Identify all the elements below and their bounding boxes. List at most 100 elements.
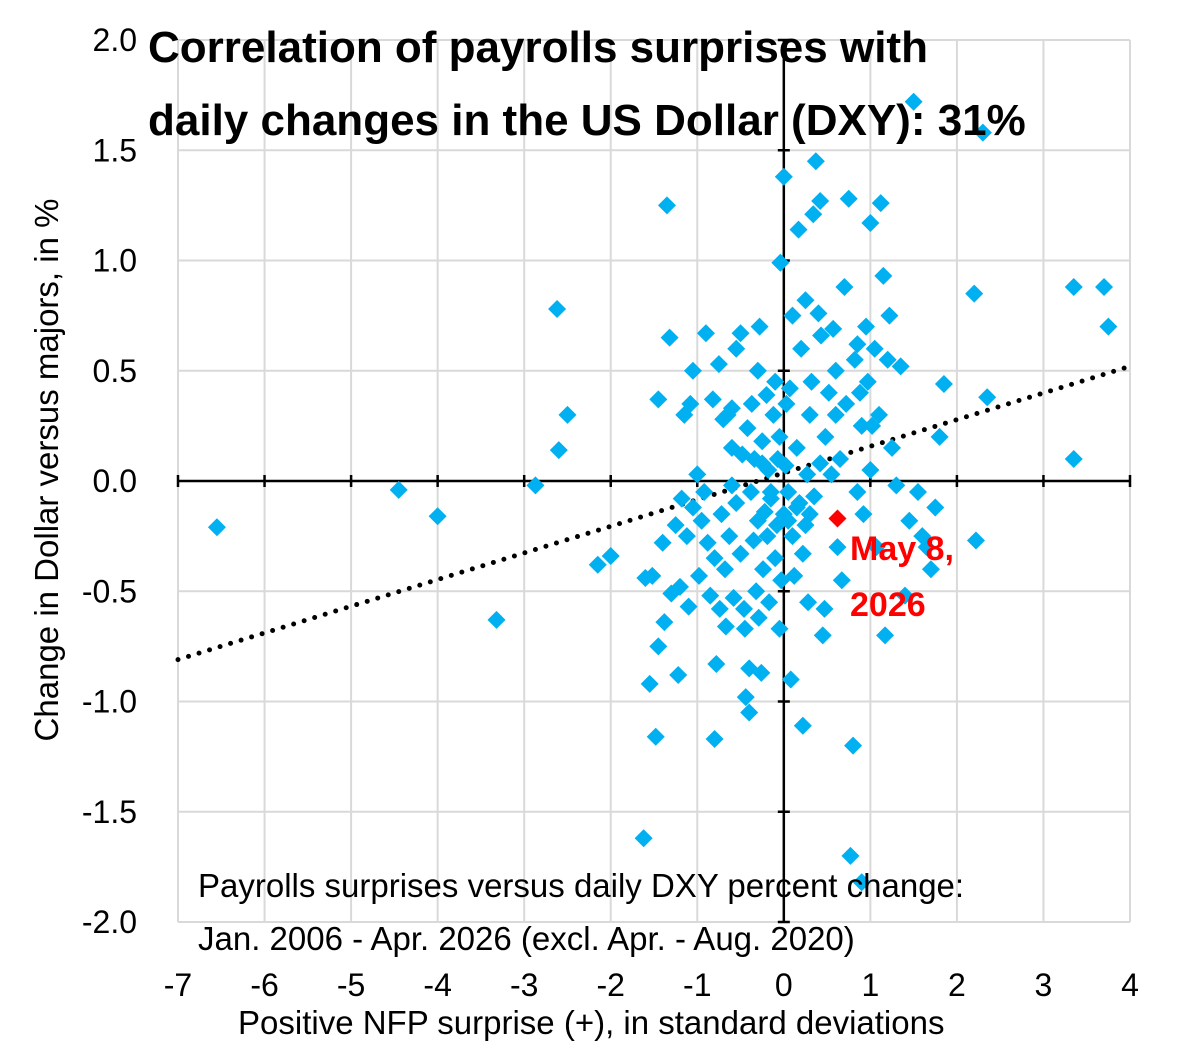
data-point: [908, 483, 927, 502]
data-point: [824, 319, 843, 338]
data-point: [845, 350, 864, 369]
data-point: [688, 465, 707, 484]
data-point: [816, 427, 835, 446]
data-point: [588, 555, 607, 574]
y-tick-label: 1.0: [93, 243, 137, 279]
data-point: [749, 608, 768, 627]
data-point: [811, 191, 830, 210]
data-point: [653, 533, 672, 552]
y-tick-label: -0.5: [82, 573, 137, 609]
data-point: [826, 405, 845, 424]
data-point: [731, 544, 750, 563]
data-point: [796, 291, 815, 310]
data-point: [854, 505, 873, 524]
data-point: [921, 560, 940, 579]
data-point: [722, 438, 741, 457]
y-axis-label: Change in Dollar versus majors, in %: [28, 199, 65, 742]
data-point: [848, 483, 867, 502]
data-point: [779, 511, 798, 530]
data-point: [776, 456, 795, 475]
y-tick-label: -1.5: [82, 794, 137, 830]
data-point: [813, 626, 832, 645]
data-point: [724, 588, 743, 607]
data-point: [683, 498, 702, 517]
data-point: [731, 324, 750, 343]
data-point: [826, 361, 845, 380]
data-point: [707, 655, 726, 674]
trendline: [175, 363, 1133, 663]
data-point: [634, 829, 653, 848]
axes: [176, 38, 1132, 924]
data-point: [712, 505, 731, 524]
chart-title-line1: Correlation of payrolls surprises with: [148, 23, 928, 72]
data-point: [930, 427, 949, 446]
x-tick-label: 2: [948, 967, 966, 1003]
data-point: [716, 617, 735, 636]
data-point: [783, 306, 802, 325]
data-point: [777, 394, 796, 413]
data-point: [720, 527, 739, 546]
data-point: [750, 317, 769, 336]
data-point: [1095, 277, 1114, 296]
data-point: [709, 355, 728, 374]
data-point: [965, 284, 984, 303]
data-point: [861, 460, 880, 479]
y-tick-label: -2.0: [82, 904, 137, 940]
data-point: [692, 511, 711, 530]
x-tick-label: -3: [510, 967, 538, 1003]
data-point: [666, 516, 685, 535]
data-point: [705, 549, 724, 568]
data-point: [207, 518, 226, 537]
data-point: [748, 511, 767, 530]
data-point: [811, 454, 830, 473]
data-point: [880, 306, 899, 325]
highlight-label-line1: May 8,: [850, 530, 954, 568]
data-point: [727, 339, 746, 358]
data-point: [832, 571, 851, 590]
data-point: [883, 438, 901, 457]
data-point: [787, 498, 806, 517]
data-point: [904, 92, 923, 111]
chart-title-line2: daily changes in the US Dollar (DXY): 31…: [148, 96, 1026, 145]
data-point: [804, 205, 823, 224]
data-point: [876, 626, 895, 645]
note-line1: Payrolls surprises versus daily DXY perc…: [198, 867, 964, 904]
data-point: [428, 507, 447, 526]
data-point: [744, 531, 763, 550]
data-point: [878, 350, 897, 369]
data-point: [850, 383, 869, 402]
data-point: [672, 489, 691, 508]
y-tick-label: 0.0: [93, 463, 137, 499]
data-point: [806, 152, 825, 171]
data-point: [861, 214, 880, 233]
data-point: [837, 394, 856, 413]
data-point: [812, 326, 831, 345]
data-point: [774, 167, 793, 186]
x-tick-label: -2: [597, 967, 625, 1003]
x-tick-label: 3: [1035, 967, 1053, 1003]
data-point: [698, 533, 717, 552]
x-tick-label: -4: [423, 967, 451, 1003]
data-point: [966, 531, 985, 550]
data-point: [900, 511, 919, 530]
data-point: [793, 716, 812, 735]
data-point: [752, 663, 771, 682]
data-point: [753, 432, 772, 451]
data-point: [741, 483, 760, 502]
data-point: [754, 560, 773, 579]
data-point: [865, 339, 884, 358]
data-point: [705, 729, 724, 748]
data-point: [978, 388, 997, 407]
data-point: [748, 361, 767, 380]
data-point: [857, 317, 876, 336]
data-point: [766, 549, 785, 568]
data-point: [703, 390, 722, 409]
data-point: [787, 438, 806, 457]
data-point: [669, 666, 688, 685]
data-point: [771, 253, 790, 272]
data-point: [640, 674, 659, 693]
data-point: [785, 566, 804, 585]
data-point: [799, 593, 818, 612]
x-tick-label: 0: [775, 967, 793, 1003]
tick-labels: -7 -6 -5 -4 -3 -2 -1 0 1 2 3 4 2.0 1.5 1.0 0.5 0.0 -0.5 -1…: [82, 22, 1139, 1003]
